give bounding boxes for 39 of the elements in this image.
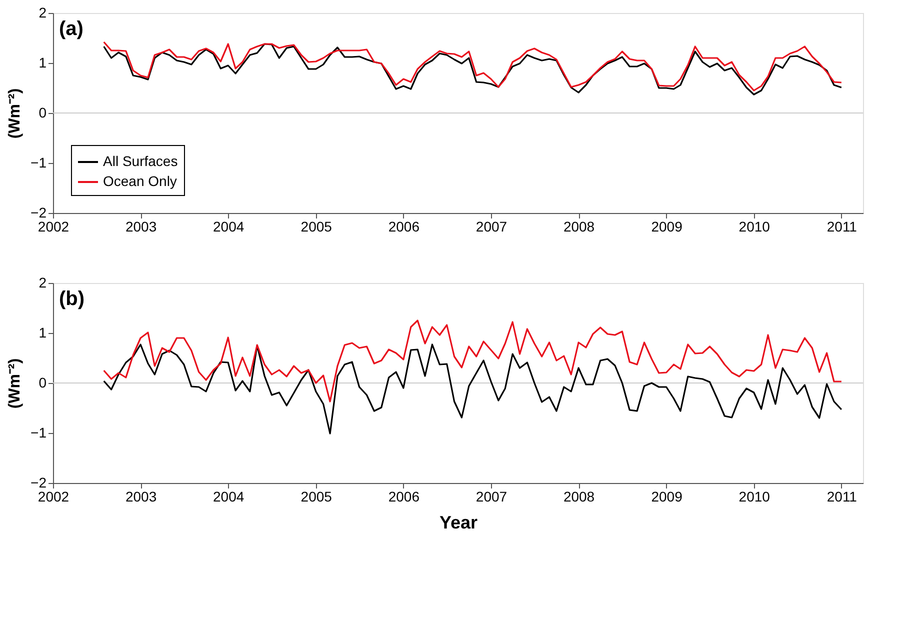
x-tick-label: 2010 [738,218,770,234]
x-tick-label: 2011 [826,488,858,504]
line-series [103,320,842,402]
y-tick-label: −1 [30,154,47,170]
x-tick-label: 2002 [38,218,70,234]
x-tick-label: 2009 [651,488,683,504]
legend-label: All Surfaces [103,153,178,169]
x-tick-label: 2003 [125,488,157,504]
x-tick-label: 2008 [563,218,595,234]
y-tick-label: 0 [38,374,47,390]
y-tick-label: 1 [38,54,47,70]
x-tick-label: 2006 [388,218,420,234]
x-tick-label: 2008 [563,488,595,504]
y-tick-label: −2 [30,474,47,490]
x-axis-title: Year [439,512,478,532]
x-tick-label: 2011 [826,218,858,234]
legend-label: Ocean Only [103,173,177,189]
y-axis-title: (Wm⁻²) [6,88,24,139]
x-tick-label: 2003 [125,218,157,234]
y-tick-label: −1 [30,424,47,440]
x-tick-label: 2004 [213,488,244,504]
y-tick-label: 2 [38,4,47,20]
x-tick-label: 2005 [300,488,332,504]
x-tick-label: 2009 [651,218,683,234]
line-series [103,344,842,434]
x-tick-label: 2010 [738,488,770,504]
y-tick-label: 2 [38,274,47,290]
x-tick-label: 2007 [476,488,508,504]
x-tick-label: 2002 [38,488,70,504]
y-tick-label: 1 [38,324,47,340]
y-tick-label: −2 [30,204,47,220]
x-tick-label: 2006 [388,488,420,504]
x-tick-label: 2004 [213,218,244,234]
y-axis-title: (Wm⁻²) [6,358,24,409]
x-tick-label: 2007 [476,218,508,234]
y-tick-label: 0 [38,104,47,120]
x-tick-label: 2005 [300,218,332,234]
annotation: (a) [59,18,84,40]
annotation: (b) [59,288,85,310]
